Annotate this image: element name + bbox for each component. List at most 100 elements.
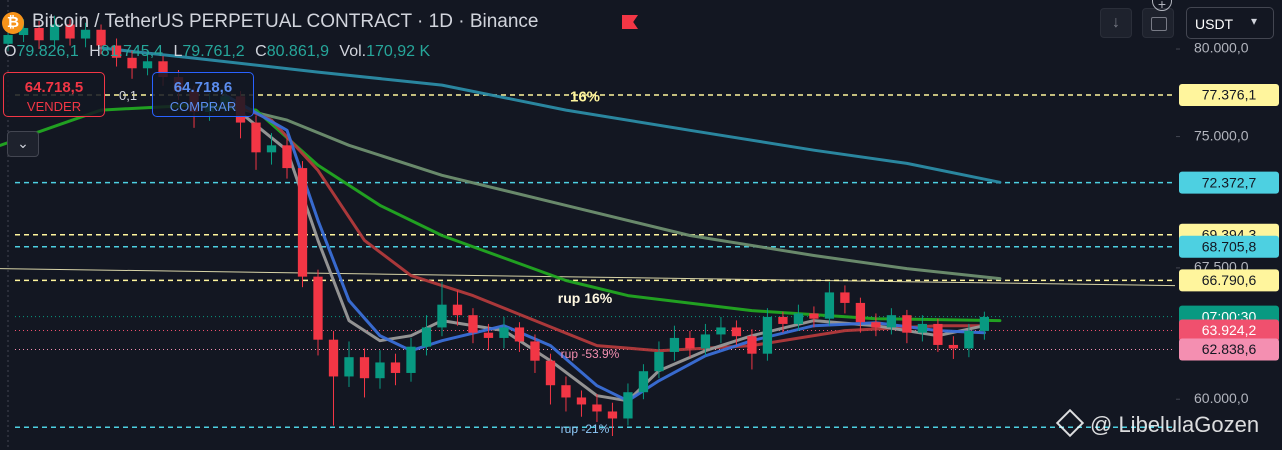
ohlc-value: 80.861,9: [266, 43, 329, 60]
moving-average: [223, 93, 986, 403]
ohlc-key: C: [255, 43, 267, 60]
sell-price: 64.718,5: [24, 79, 84, 96]
candle-body: [638, 371, 649, 393]
candle-body: [34, 28, 44, 41]
candle-body: [716, 327, 726, 335]
candle-body: [390, 362, 401, 373]
candle-body: [871, 322, 881, 328]
annotation: rup -53.9%: [560, 347, 620, 361]
caret: ▾: [1251, 14, 1258, 28]
candle-body: [778, 316, 788, 324]
sell-button[interactable]: 64.718,5 VENDER: [3, 72, 105, 117]
candle-body: [886, 315, 897, 328]
candle-body: [762, 316, 773, 354]
candle-body: [731, 327, 742, 337]
candle-body: [328, 339, 339, 377]
ohlc-value: 79.761,2: [182, 43, 245, 60]
sell-label: VENDER: [26, 99, 82, 114]
candle-body: [266, 145, 277, 153]
price-badge: [1179, 319, 1279, 342]
candle-body: [545, 360, 556, 386]
candle-body: [592, 404, 602, 412]
ohlc-row: O79.826,1 H81.745,4 L79.761,2 C80.861,9 …: [4, 43, 436, 61]
candle-body: [499, 327, 509, 338]
quantity[interactable]: 0,1: [119, 88, 138, 103]
candle-body: [809, 313, 819, 319]
candle-body: [855, 302, 866, 323]
candle-body: [127, 57, 137, 69]
annotation: rup -21%: [560, 422, 610, 436]
candle-body: [700, 334, 711, 349]
currency-label: USDT: [1195, 16, 1234, 32]
candle-body: [96, 29, 106, 46]
layout-button[interactable]: [1142, 8, 1174, 38]
candle-body: [747, 336, 757, 354]
ohlc-key: Vol.: [339, 43, 367, 60]
layout-icon: [1151, 17, 1167, 31]
buy-label: COMPRAR: [169, 99, 237, 114]
download-button[interactable]: ↓: [1100, 8, 1132, 38]
candle-body: [421, 327, 432, 347]
moving-average: [223, 98, 986, 403]
y-tick-label: 60.000,0: [1194, 390, 1249, 406]
coin-icon: ₿: [2, 12, 24, 34]
buy-price: 64.718,6: [173, 79, 233, 96]
ohlc-key: O: [4, 43, 17, 60]
buy-button[interactable]: 64.718,6 COMPRAR: [152, 72, 254, 117]
candle-body: [917, 323, 928, 333]
y-tick-label: 80.000,0: [1194, 40, 1249, 56]
candle-body: [902, 315, 912, 333]
candle-body: [948, 344, 959, 349]
price-badge-label: 72.372,7: [1202, 174, 1257, 190]
chart-title: Bitcoin / TetherUS PERPETUAL CONTRACT · …: [32, 11, 539, 32]
candle-body: [344, 357, 354, 377]
candle-body: [685, 337, 695, 349]
ohlc-value: 79.826,1: [16, 43, 79, 60]
y-tick-label: 75.000,0: [1194, 127, 1249, 143]
trendline: [0, 268, 1176, 287]
candle-body: [669, 337, 680, 352]
price-badge-label: 63.924,2: [1202, 322, 1257, 338]
price-badge-label: 77.376,1: [1202, 87, 1257, 103]
flag-icon[interactable]: [622, 15, 638, 29]
candle-body: [452, 304, 463, 316]
candle-body: [359, 357, 370, 379]
candle-body: [282, 145, 292, 169]
watermark: @ LibelulaGozen: [1055, 408, 1260, 438]
moving-average: [99, 46, 1002, 184]
candle-body: [824, 292, 835, 319]
price-badge: [1179, 171, 1279, 194]
candle-body: [142, 61, 153, 69]
ohlc-key: H: [89, 43, 101, 60]
candle-body: [933, 323, 943, 345]
candle-body: [18, 28, 29, 36]
price-badge: [1179, 83, 1279, 106]
collapse-button[interactable]: ⌄: [7, 131, 39, 157]
candle-body: [158, 61, 168, 78]
candle-body: [561, 385, 571, 398]
watermark-text: @ LibelulaGozen: [1090, 412, 1260, 437]
candle-body: [654, 351, 664, 372]
currency-select[interactable]: USDT ▾: [1186, 7, 1274, 39]
candle-body: [297, 168, 308, 277]
candle-body: [406, 346, 416, 373]
annotation: 16%: [569, 88, 601, 106]
watermark-logo: [1055, 408, 1085, 438]
price-badge: [1179, 338, 1279, 361]
ohlc-key: L: [173, 43, 183, 60]
price-badge-label: 66.790,6: [1202, 272, 1257, 288]
candle-body: [623, 392, 633, 419]
candle-body: [483, 332, 494, 338]
candle-body: [80, 29, 91, 39]
candle-body: [313, 276, 323, 340]
price-badge-label: 68.705,8: [1202, 238, 1257, 254]
moving-average: [0, 103, 1002, 323]
candle-body: [251, 122, 261, 153]
candle-body: [65, 24, 75, 39]
ohlc-value: 81.745,4: [100, 43, 164, 60]
candle-body: [3, 35, 13, 44]
candle-body: [979, 316, 990, 331]
moving-average: [223, 103, 1002, 281]
